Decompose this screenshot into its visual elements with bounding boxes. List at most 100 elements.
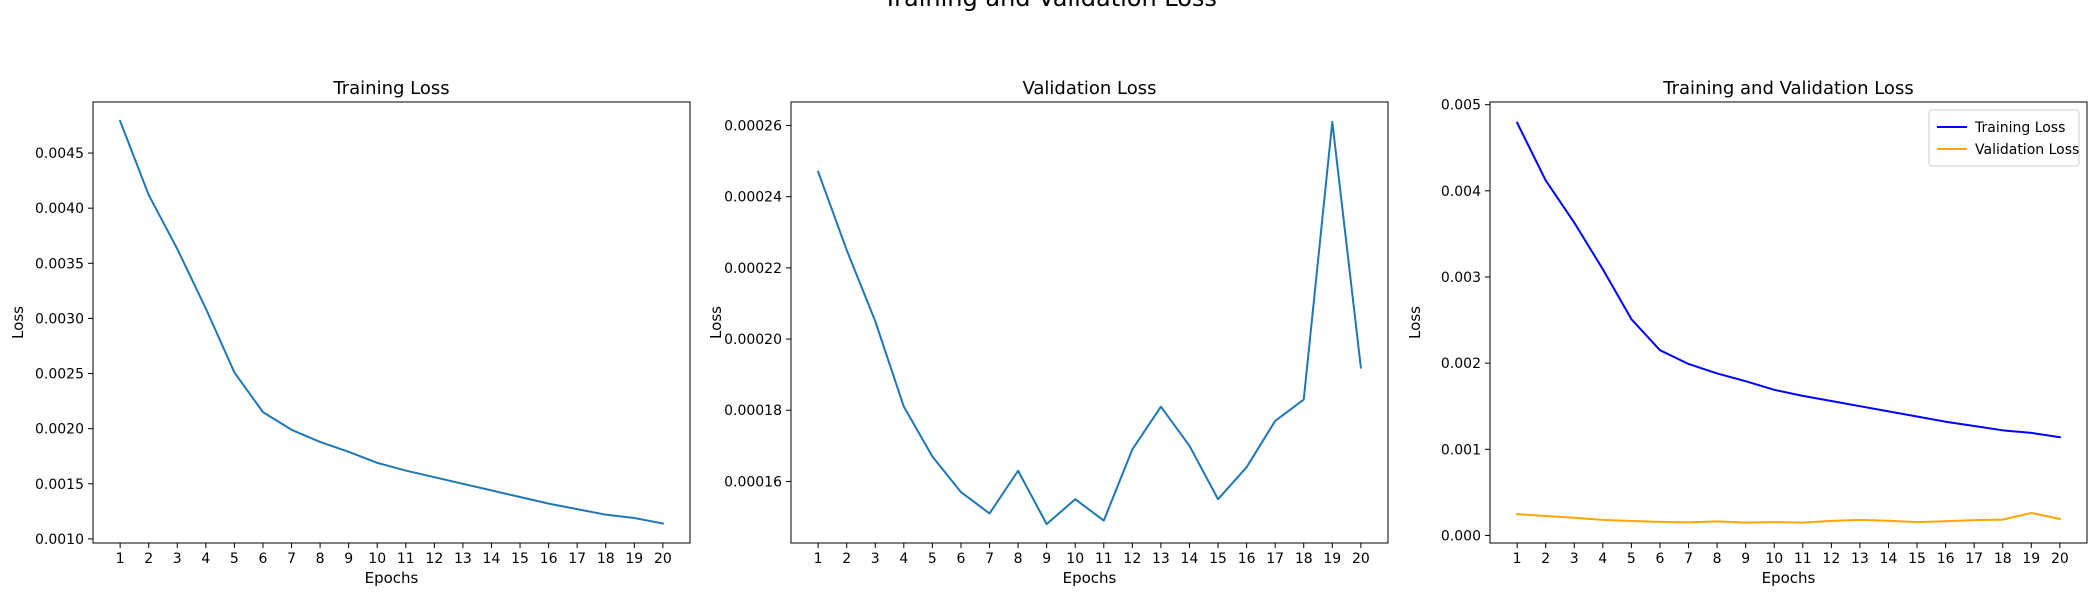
x-tick-label: 13: [454, 551, 472, 567]
y-tick-label: 0.000: [1441, 528, 1481, 544]
legend: Training Loss Validation Loss: [1928, 109, 2080, 167]
x-tick-label: 7: [287, 551, 296, 567]
x-tick-label: 10: [1066, 551, 1084, 567]
x-tick-label: 15: [1908, 551, 1926, 567]
figure-suptitle: Training and Validation Loss: [882, 0, 1217, 12]
x-tick-label: 5: [928, 551, 937, 567]
y-tick-label: 0.001: [1441, 442, 1481, 458]
x-tick-label: 20: [654, 551, 672, 567]
series-line-loss: [118, 119, 665, 525]
y-tick-label: 0.00026: [724, 118, 782, 134]
x-tick-label: 9: [344, 551, 353, 567]
y-tick-label: 0.00022: [724, 261, 782, 277]
y-axis-label: Loss: [9, 306, 27, 339]
subplot-title: Training and Validation Loss: [1662, 78, 1913, 99]
x-tick-label: 1: [1513, 551, 1522, 567]
x-tick-label: 7: [985, 551, 994, 567]
x-tick-label: 17: [568, 551, 586, 567]
x-tick-label: 12: [1822, 551, 1840, 567]
x-tick-label: 16: [540, 551, 558, 567]
x-tick-label: 14: [1181, 551, 1199, 567]
x-tick-label: 16: [1937, 551, 1955, 567]
x-tick-label: 19: [625, 551, 643, 567]
subplot-title: Training Loss: [332, 78, 449, 99]
x-tick-label: 20: [1352, 551, 1370, 567]
x-tick-label: 4: [1598, 551, 1607, 567]
x-axis-label: Epochs: [1762, 569, 1816, 587]
y-tick-label: 0.00016: [724, 474, 782, 490]
x-tick-label: 20: [2051, 551, 2069, 567]
x-tick-label: 7: [1684, 551, 1693, 567]
x-tick-label: 18: [597, 551, 615, 567]
y-tick-label: 0.002: [1441, 356, 1481, 372]
y-tick-label: 0.003: [1441, 270, 1481, 286]
x-tick-label: 1: [116, 551, 125, 567]
y-tick-label: 0.00018: [724, 403, 782, 419]
axes-frame: [790, 101, 1389, 544]
axes-frame: [92, 101, 691, 544]
x-tick-label: 2: [842, 551, 851, 567]
x-tick-label: 18: [1295, 551, 1313, 567]
x-tick-label: 5: [230, 551, 239, 567]
y-tick-label: 0.0020: [35, 422, 84, 438]
x-tick-label: 12: [1123, 551, 1141, 567]
x-tick-label: 5: [1627, 551, 1636, 567]
x-tick-label: 17: [1965, 551, 1983, 567]
y-tick-label: 0.0045: [35, 146, 84, 162]
x-tick-label: 3: [871, 551, 880, 567]
legend-label: Training Loss: [1974, 120, 2065, 136]
subplot-title: Validation Loss: [1022, 78, 1156, 99]
x-tick-label: 6: [956, 551, 965, 567]
x-tick-label: 16: [1238, 551, 1256, 567]
y-tick-label: 0.0015: [35, 477, 84, 493]
x-tick-label: 8: [1713, 551, 1722, 567]
x-tick-label: 18: [1994, 551, 2012, 567]
series-line-validation-loss: [1516, 511, 2062, 524]
x-tick-label: 2: [144, 551, 153, 567]
y-tick-label: 0.0025: [35, 367, 84, 383]
x-tick-label: 10: [368, 551, 386, 567]
x-tick-label: 4: [899, 551, 908, 567]
series-line-training-loss: [1515, 121, 2061, 439]
x-tick-label: 14: [483, 551, 501, 567]
x-tick-label: 11: [1095, 551, 1113, 567]
x-tick-label: 11: [397, 551, 415, 567]
x-axis-label: Epochs: [1063, 569, 1117, 587]
x-tick-label: 12: [425, 551, 443, 567]
axes-frame: [1489, 101, 2088, 544]
x-tick-label: 4: [201, 551, 210, 567]
x-tick-label: 2: [1541, 551, 1550, 567]
x-tick-label: 3: [1570, 551, 1579, 567]
legend-box: [1928, 109, 2080, 167]
x-tick-label: 8: [1014, 551, 1023, 567]
x-tick-label: 10: [1765, 551, 1783, 567]
y-axis-label: Loss: [707, 306, 725, 339]
legend-label: Validation Loss: [1975, 142, 2079, 158]
y-tick-label: 0.0030: [35, 311, 84, 327]
x-tick-label: 14: [1880, 551, 1898, 567]
x-tick-label: 19: [1323, 551, 1341, 567]
x-tick-label: 19: [2022, 551, 2040, 567]
x-axis-label: Epochs: [365, 569, 419, 587]
x-tick-label: 13: [1851, 551, 1869, 567]
x-tick-label: 17: [1266, 551, 1284, 567]
x-tick-label: 15: [1209, 551, 1227, 567]
x-tick-label: 15: [511, 551, 529, 567]
y-tick-label: 0.00024: [724, 190, 782, 206]
x-tick-label: 9: [1741, 551, 1750, 567]
x-tick-label: 13: [1152, 551, 1170, 567]
y-tick-label: 0.00020: [724, 332, 782, 348]
x-tick-label: 8: [316, 551, 325, 567]
x-tick-label: 6: [1655, 551, 1664, 567]
x-tick-label: 3: [173, 551, 182, 567]
x-tick-label: 1: [814, 551, 823, 567]
y-axis-label: Loss: [1406, 306, 1424, 339]
x-tick-label: 6: [258, 551, 267, 567]
series-line-loss: [816, 120, 1362, 526]
y-tick-label: 0.004: [1441, 184, 1481, 200]
